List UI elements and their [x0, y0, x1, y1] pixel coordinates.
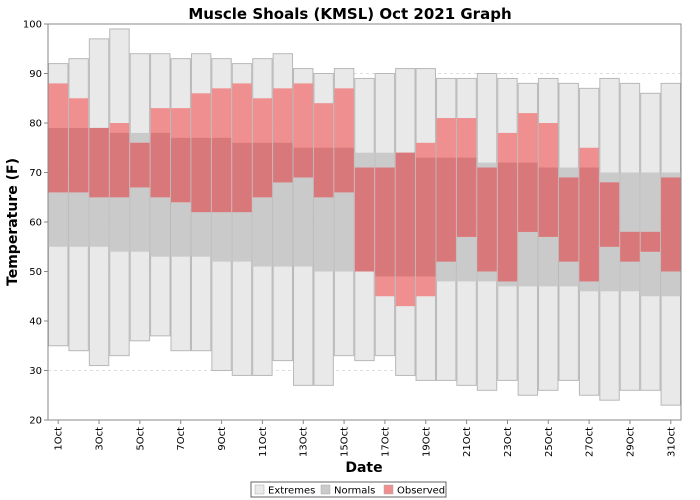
x-tick-label: 15Oct: [340, 427, 351, 457]
y-tick-label: 100: [23, 20, 42, 31]
observed-normals-overlap: [538, 167, 558, 237]
observed-normals-overlap: [640, 231, 661, 252]
observed-normals-overlap: [456, 157, 477, 237]
observed-normals-overlap: [354, 167, 375, 272]
legend-normals-label: Normals: [334, 486, 375, 497]
legend-box: [250, 481, 447, 498]
observed-bars: [48, 83, 681, 307]
x-tick-label: 21Oct: [462, 427, 473, 457]
y-tick-label: 30: [29, 366, 42, 377]
observed-normals-overlap: [252, 142, 273, 198]
observed-normals-overlap: [48, 127, 68, 193]
x-tick-label: 17Oct: [380, 427, 391, 457]
observed-normals-overlap: [477, 167, 497, 272]
legend-extremes-swatch: [254, 484, 265, 495]
observed-normals-overlap: [313, 147, 334, 198]
observed-normals-overlap: [497, 162, 518, 282]
observed-normals-overlap: [579, 167, 599, 282]
x-tick-label: 31Oct: [666, 427, 677, 457]
x-tick-label: 29Oct: [625, 427, 636, 457]
x-tick-label: 27Oct: [585, 427, 596, 457]
observed-normals-overlap: [130, 142, 150, 188]
x-tick-label: 23Oct: [503, 427, 514, 457]
x-tick-label: 3Oct: [95, 427, 106, 451]
legend: Extremes Normals Observed: [250, 481, 447, 498]
observed-normals-overlap: [273, 142, 293, 183]
observed-normals-overlap: [395, 152, 416, 277]
observed-normals-overlap: [191, 137, 211, 213]
observed-normals-overlap: [334, 147, 354, 193]
x-tick-label: 1Oct: [54, 427, 65, 451]
observed-normals-overlap: [620, 231, 640, 262]
y-tick-label: 70: [29, 168, 42, 179]
x-tick-label: 13Oct: [299, 427, 310, 457]
x-axis-label: Date: [345, 460, 382, 476]
observed-normals-overlap: [171, 137, 191, 203]
observed-normals-overlap: [211, 137, 232, 213]
y-tick-label: 60: [29, 218, 42, 229]
x-tick-label: 5Oct: [135, 427, 146, 451]
x-tick-label: 9Oct: [217, 427, 228, 451]
observed-normals-overlap: [109, 132, 130, 198]
y-tick-label: 50: [29, 267, 42, 278]
legend-observed-swatch: [383, 484, 394, 495]
observed-normals-overlap: [293, 147, 313, 178]
observed-normals-overlap: [558, 177, 579, 262]
observed-normals-overlap: [518, 162, 538, 232]
legend-normals-swatch: [320, 484, 331, 495]
x-tick-label: 11Oct: [258, 427, 269, 457]
x-tick-label: 25Oct: [544, 427, 555, 457]
x-tick-label: 7Oct: [176, 427, 187, 451]
observed-normals-overlap: [599, 182, 620, 247]
observed-normals-overlap: [661, 177, 681, 272]
observed-normals-overlap: [436, 157, 456, 262]
legend-extremes-label: Extremes: [268, 486, 315, 497]
chart-title: Muscle Shoals (KMSL) Oct 2021 Graph: [188, 5, 511, 23]
y-axis-label: Temperature (F): [5, 158, 21, 286]
observed-normals-overlap: [68, 127, 89, 193]
observed-normals-overlap: [89, 127, 109, 198]
observed-normals-overlap: [416, 157, 436, 277]
y-axis-ticks: 20 30 40 50 60 70 80 90 100: [23, 20, 48, 427]
x-axis-ticks: 1Oct 3Oct 5Oct 7Oct 9Oct 11Oct 13Oct 15Oct 17Oct…: [54, 420, 677, 457]
observed-normals-overlap: [232, 142, 252, 213]
y-tick-label: 40: [29, 317, 42, 328]
y-tick-label: 20: [29, 416, 42, 427]
observed-normals-overlap: [150, 132, 171, 198]
legend-observed-label: Observed: [397, 486, 445, 497]
y-tick-label: 90: [29, 69, 42, 80]
y-tick-label: 80: [29, 119, 42, 130]
observed-normals-overlap: [375, 167, 395, 277]
x-tick-label: 19Oct: [421, 427, 432, 457]
